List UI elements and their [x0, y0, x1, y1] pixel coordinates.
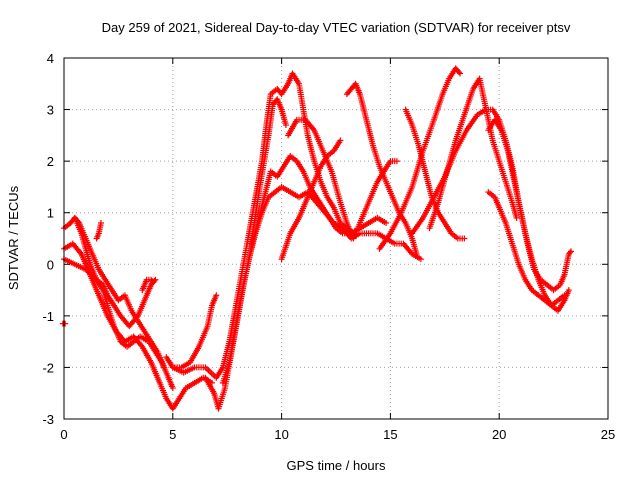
series-marks-sat-18 — [376, 65, 464, 252]
x-axis-label: GPS time / hours — [287, 458, 386, 473]
x-tick-label: 10 — [274, 427, 288, 442]
series-marks-sat-9 — [202, 152, 390, 412]
series-marks-sat-22 — [59, 320, 69, 327]
series-marks-sat-5 — [139, 276, 157, 294]
series-sat-20 — [485, 116, 575, 294]
y-tick-label: -3 — [42, 412, 54, 427]
series-marks-sat-4 — [71, 214, 168, 371]
series-sat-2 — [61, 256, 176, 392]
plot-frame — [63, 57, 609, 420]
y-axis-label: SDTVAR / TECUs — [6, 185, 21, 290]
y-tick-label: 3 — [47, 103, 54, 118]
axis-ticks: 0 5 10 15 20 25 -3 -2 -1 0 1 2 3 4 — [42, 51, 615, 442]
series-sat-9 — [202, 152, 390, 412]
x-tick-label: 0 — [60, 427, 67, 442]
series-sat-7 — [163, 292, 220, 371]
series-sat-13 — [285, 116, 357, 242]
series-sat-12 — [278, 137, 344, 263]
series-sat-4 — [71, 214, 168, 371]
series-marks-sat-15 — [354, 158, 400, 232]
chart-title: Day 259 of 2021, Sidereal Day-to-day VTE… — [102, 20, 571, 35]
series-sat-15 — [354, 158, 400, 232]
series-marks-sat-20 — [485, 116, 575, 294]
series-sat-11 — [248, 96, 289, 247]
series-marks-sat-21 — [485, 189, 568, 309]
x-tick-label: 15 — [383, 427, 397, 442]
x-tick-label: 25 — [601, 427, 615, 442]
series-sat-21 — [485, 189, 568, 309]
series-marks-sat-12 — [278, 137, 344, 263]
series-marks-sat-6 — [93, 220, 104, 242]
series-marks-sat-13 — [285, 116, 357, 242]
y-tick-label: 1 — [47, 206, 54, 221]
series-sat-6 — [93, 220, 104, 242]
series-marks-sat-7 — [163, 292, 220, 371]
series-sat-5 — [139, 276, 157, 294]
series-sat-18 — [376, 65, 464, 252]
y-tick-label: 2 — [47, 154, 54, 169]
y-tick-label: 0 — [47, 257, 54, 272]
x-tick-label: 20 — [492, 427, 506, 442]
x-tick-label: 5 — [169, 427, 176, 442]
y-tick-label: -2 — [42, 360, 54, 375]
series-sat-8 — [169, 70, 357, 381]
series-sat-22 — [59, 320, 69, 327]
series-marks-sat-11 — [248, 96, 289, 247]
y-tick-label: 4 — [47, 51, 54, 66]
data-marks — [59, 65, 575, 412]
series-marks-sat-2 — [61, 256, 176, 392]
series-marks-sat-8 — [169, 70, 357, 381]
y-tick-label: -1 — [42, 309, 54, 324]
